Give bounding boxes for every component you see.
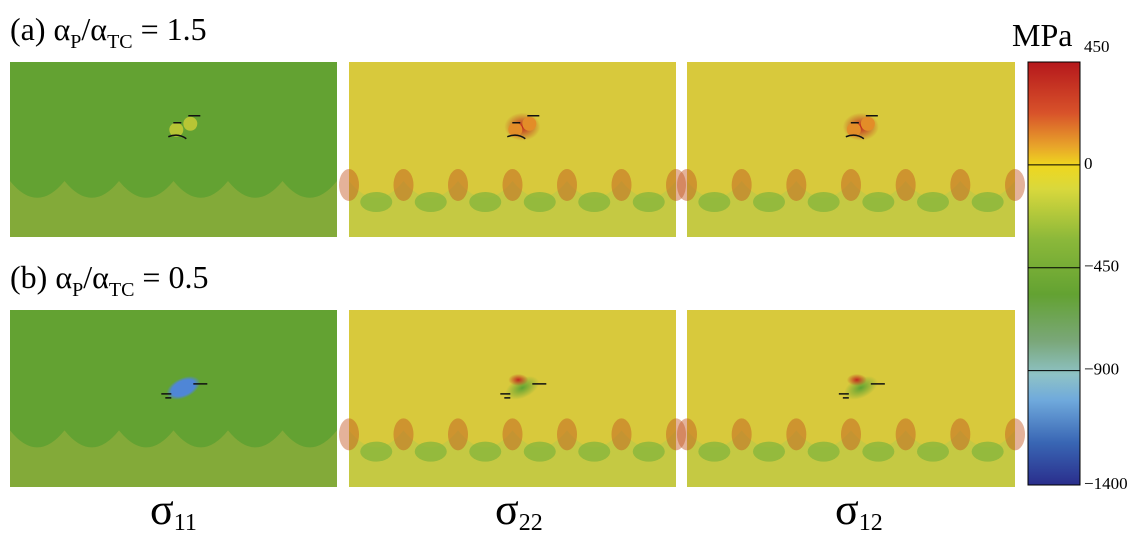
stress-spot (895, 418, 916, 451)
stress-spot (578, 441, 611, 462)
stress-spot (677, 418, 697, 451)
interface-region (349, 430, 676, 487)
column-label: σ11 (150, 485, 197, 534)
interface-region (687, 181, 1015, 237)
stress-spot (557, 169, 577, 201)
stress-spot (666, 169, 686, 201)
row-label: (a) αP/αTC = 1.5 (10, 11, 207, 53)
stress-spot (632, 441, 665, 462)
stress-spot (841, 418, 861, 451)
hot-spot (846, 373, 867, 386)
stress-spot (414, 192, 447, 212)
crack (500, 383, 547, 399)
stress-spot (393, 169, 414, 201)
stress-spot (786, 169, 807, 201)
stress-spot (502, 169, 523, 201)
panels (10, 62, 1025, 487)
particle (846, 122, 861, 137)
stress-spot (469, 192, 502, 212)
particle (508, 122, 523, 137)
stress-spot (677, 169, 697, 201)
stress-spot (971, 192, 1004, 212)
stress-spot (807, 441, 840, 462)
colorbar (1027, 61, 1081, 486)
stress-spot (698, 441, 731, 462)
stress-spot (895, 169, 916, 201)
stress-spot (578, 192, 611, 212)
stress-spot (950, 169, 971, 201)
stress-spot (753, 441, 785, 462)
crack (507, 115, 540, 140)
colorbar-unit: MPa (1012, 17, 1072, 53)
particle (522, 116, 537, 131)
column-label: σ12 (835, 485, 883, 534)
crack (168, 115, 201, 140)
stress-spot (611, 169, 632, 201)
particle (169, 122, 184, 137)
stress-spot (971, 441, 1004, 462)
interface-region (687, 430, 1015, 487)
stress-spot (632, 192, 665, 212)
stress-spot (666, 418, 686, 451)
stress-spot (360, 192, 393, 212)
stress-spot (950, 418, 971, 451)
stress-spot (917, 441, 949, 462)
stress-spot (807, 192, 840, 212)
interface-region (349, 181, 676, 237)
stress-spot (698, 192, 731, 212)
colorbar-tick-label: −900 (1084, 360, 1119, 379)
stress-spot (448, 418, 468, 451)
stress-spot (917, 192, 949, 212)
stress-spot (469, 441, 502, 462)
stress-spot (414, 441, 447, 462)
stress-spot (731, 169, 752, 201)
crack (845, 115, 878, 140)
stress-spot (448, 169, 468, 201)
crack (838, 383, 885, 399)
stress-spot (753, 192, 785, 212)
stress-spot (841, 169, 861, 201)
stress-spot (339, 418, 359, 451)
stress-spot (862, 441, 895, 462)
column-label: σ22 (495, 485, 543, 534)
stress-spot (339, 169, 359, 201)
stress-spot (862, 192, 895, 212)
hot-spot (508, 373, 529, 386)
colorbar-tick-label: 450 (1084, 37, 1110, 56)
colorbar-tick-label: −450 (1084, 257, 1119, 276)
stress-spot (1005, 169, 1025, 201)
stress-spot (502, 418, 523, 451)
stress-spot (557, 418, 577, 451)
interface-region (10, 181, 337, 237)
particle (183, 116, 198, 131)
stress-spot (360, 441, 393, 462)
stress-spot (611, 418, 632, 451)
particle (860, 116, 875, 131)
stress-spot (1005, 418, 1025, 451)
stress-spot (731, 418, 752, 451)
colorbar-tick-label: 0 (1084, 154, 1093, 173)
colorbar-tick-label: −1400 (1084, 474, 1128, 493)
stress-spot (523, 192, 556, 212)
stress-spot (786, 418, 807, 451)
stress-spot (523, 441, 556, 462)
interface-region (10, 430, 337, 487)
stress-spot (393, 418, 414, 451)
crack (161, 383, 208, 399)
particle (166, 376, 201, 400)
row-label: (b) αP/αTC = 0.5 (10, 259, 208, 301)
